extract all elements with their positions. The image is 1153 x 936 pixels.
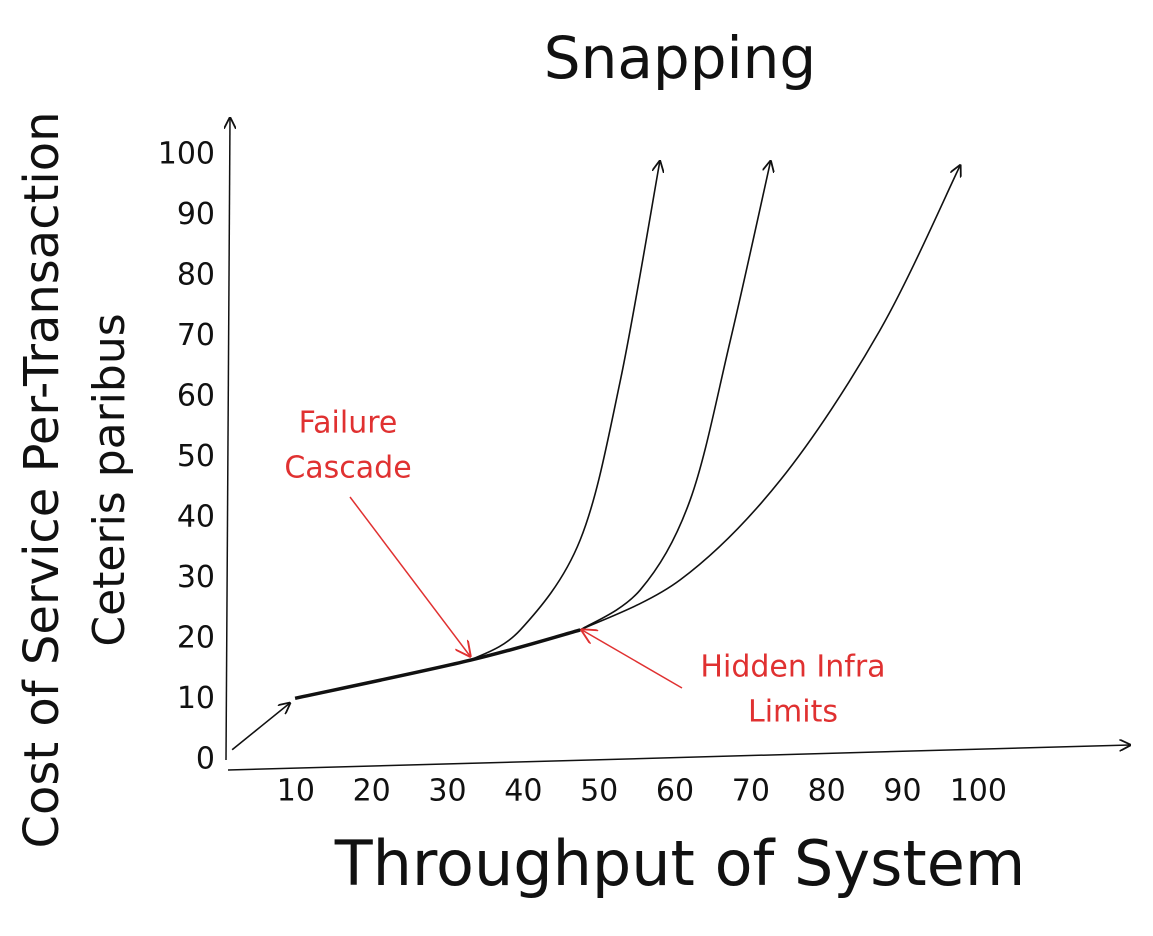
line xyxy=(579,166,960,631)
x-tick-label: 50 xyxy=(580,774,618,809)
y-tick-label: 90 xyxy=(177,197,215,232)
y-tick-label: 10 xyxy=(177,681,215,716)
annotation: Limits xyxy=(748,695,838,730)
x-tick-label: 10 xyxy=(277,774,315,809)
x-tick-label: 70 xyxy=(732,774,770,809)
y-tick-label: 80 xyxy=(177,258,215,293)
line xyxy=(579,161,770,631)
x-tick-label: 60 xyxy=(656,774,694,809)
x-tick-label: 80 xyxy=(808,774,846,809)
x-tick-label: 40 xyxy=(504,774,542,809)
line xyxy=(231,703,290,751)
y-tick-label: 100 xyxy=(158,137,215,172)
x-tick-label: 90 xyxy=(883,774,921,809)
y-tick-label: 70 xyxy=(177,318,215,353)
line xyxy=(294,628,581,701)
y-tick-label: 30 xyxy=(177,560,215,595)
x-axis xyxy=(227,745,1130,771)
x-tick-label: 100 xyxy=(950,774,1007,809)
annotation-arrow xyxy=(349,496,470,656)
y-tick-label: 20 xyxy=(177,621,215,656)
x-tick-label: 30 xyxy=(428,774,466,809)
annotation: Hidden Infra xyxy=(700,650,885,685)
y-tick-label: 50 xyxy=(177,439,215,474)
y-axis xyxy=(226,118,230,761)
y-tick-label: 60 xyxy=(177,379,215,414)
annotation: Failure xyxy=(299,406,398,441)
y-tick-label: 0 xyxy=(196,742,215,777)
annotation: Cascade xyxy=(284,451,411,486)
x-tick-label: 20 xyxy=(353,774,391,809)
annotation-arrow xyxy=(582,630,683,689)
chart-title: Snapping xyxy=(544,24,816,92)
y-axis-label: Ceteris paribus xyxy=(84,313,135,646)
x-axis-label: Throughput of System xyxy=(334,827,1026,900)
line xyxy=(469,161,660,661)
y-tick-label: 40 xyxy=(177,500,215,535)
y-axis-label: Cost of Service Per-Transaction xyxy=(14,111,70,848)
